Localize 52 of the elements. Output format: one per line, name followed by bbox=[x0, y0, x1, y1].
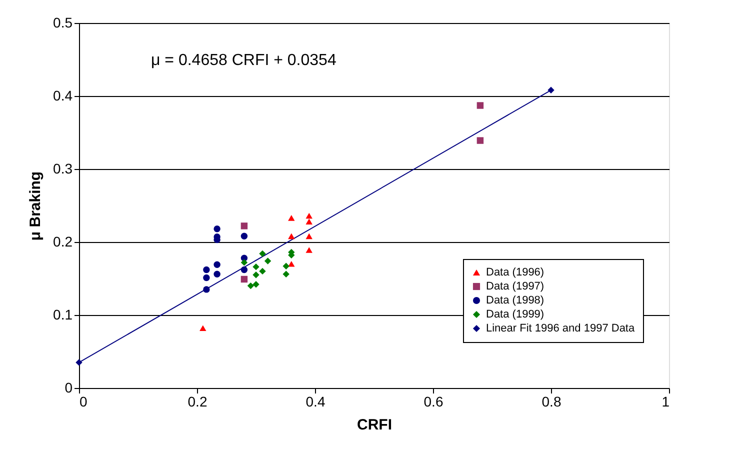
point bbox=[214, 261, 220, 268]
point bbox=[476, 102, 484, 109]
y-tick-label: 0.2 bbox=[53, 234, 73, 250]
legend-label: Data (1998) bbox=[486, 294, 544, 306]
point bbox=[476, 137, 484, 144]
x-tick-label: 0.6 bbox=[424, 394, 444, 410]
point bbox=[76, 359, 82, 366]
point bbox=[200, 325, 206, 332]
legend-label: Data (1996) bbox=[486, 266, 544, 278]
x-axis-title: CRFI bbox=[357, 416, 392, 434]
x-tick-label: 0 bbox=[80, 394, 88, 410]
point bbox=[240, 232, 248, 240]
point bbox=[240, 259, 248, 266]
point bbox=[214, 270, 220, 278]
point bbox=[247, 282, 254, 290]
point bbox=[240, 222, 248, 230]
point bbox=[548, 86, 554, 94]
y-tick-label: 0.5 bbox=[53, 14, 73, 30]
point bbox=[306, 212, 312, 219]
x-tick-label: 1 bbox=[662, 394, 670, 410]
point bbox=[288, 260, 295, 267]
point bbox=[252, 280, 260, 288]
y-tick-label: 0.3 bbox=[53, 160, 73, 176]
point bbox=[306, 218, 312, 224]
y-tick-label: 0 bbox=[64, 380, 73, 396]
legend-label: Data (1997) bbox=[486, 280, 544, 292]
point bbox=[252, 263, 260, 270]
x-tick-label: 0.8 bbox=[542, 394, 562, 410]
legend-label: Linear Fit 1996 and 1997 Data bbox=[486, 322, 636, 334]
point bbox=[259, 268, 266, 275]
point bbox=[306, 233, 312, 240]
point bbox=[203, 274, 210, 282]
x-tick-label: 0.2 bbox=[188, 394, 208, 410]
x-tick-label: 0.4 bbox=[306, 394, 326, 410]
point bbox=[203, 286, 210, 293]
point bbox=[306, 247, 312, 253]
point bbox=[282, 262, 290, 270]
y-tick-label: 0.4 bbox=[53, 88, 73, 104]
point bbox=[240, 276, 248, 283]
annotation: μ = 0.4658 CRFI + 0.0354 bbox=[151, 52, 336, 69]
y-axis-title: μ Braking bbox=[27, 171, 44, 241]
y-tick-label: 0.1 bbox=[53, 306, 73, 322]
point bbox=[259, 250, 266, 258]
point bbox=[288, 215, 295, 221]
point bbox=[288, 233, 295, 240]
legend-label: Data (1999) bbox=[486, 308, 544, 320]
point bbox=[282, 270, 290, 278]
point bbox=[240, 266, 248, 274]
point bbox=[252, 271, 260, 278]
point bbox=[203, 266, 210, 274]
point bbox=[264, 258, 272, 264]
point bbox=[214, 226, 220, 232]
